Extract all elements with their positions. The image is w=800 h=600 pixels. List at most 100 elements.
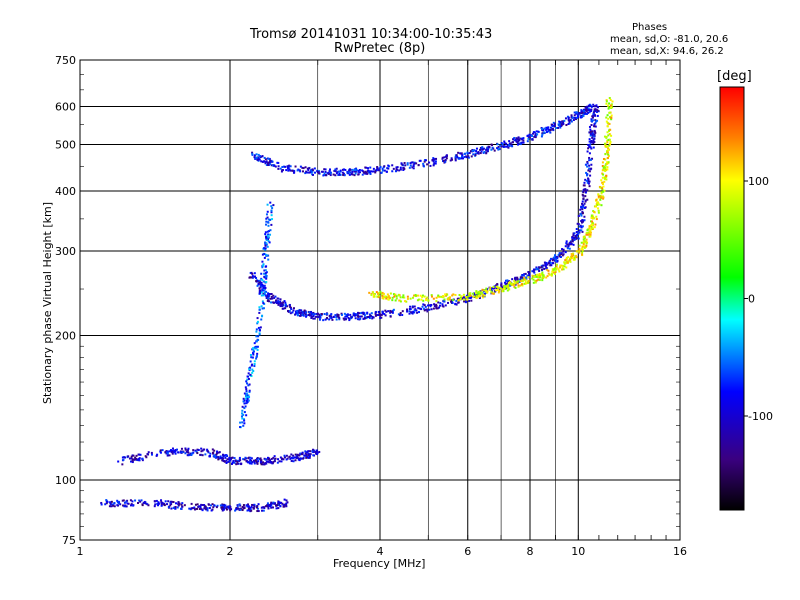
scatter-point <box>308 311 311 314</box>
scatter-point <box>412 167 415 170</box>
scatter-point <box>560 264 563 267</box>
scatter-point <box>211 503 214 506</box>
scatter-point <box>296 453 299 456</box>
scatter-point <box>606 121 609 124</box>
scatter-point <box>521 137 524 140</box>
scatter-point <box>245 392 248 395</box>
scatter-point <box>288 304 291 307</box>
scatter-point <box>479 294 482 297</box>
scatter-point <box>596 119 599 122</box>
scatter-point <box>190 454 193 457</box>
scatter-point <box>142 501 145 504</box>
scatter-point <box>159 449 162 452</box>
scatter-point <box>517 285 520 288</box>
scatter-point <box>181 451 184 454</box>
scatter-point <box>406 162 409 165</box>
scatter-point <box>450 299 453 302</box>
scatter-point <box>296 310 299 313</box>
scatter-point <box>536 133 539 136</box>
scatter-point <box>547 130 550 133</box>
scatter-point <box>357 170 360 173</box>
scatter-point <box>528 272 531 275</box>
scatter-point <box>323 172 326 175</box>
scatter-point <box>457 299 460 302</box>
scatter-point <box>558 120 561 123</box>
scatter-point <box>349 168 352 171</box>
scatter-point <box>591 130 594 133</box>
scatter-point <box>307 456 310 459</box>
scatter-point <box>272 294 275 297</box>
scatter-point <box>532 132 535 135</box>
scatter-point <box>518 278 521 281</box>
scatter-point <box>283 454 286 457</box>
scatter-point <box>470 299 473 302</box>
scatter-point <box>236 460 239 463</box>
scatter-point <box>567 122 570 125</box>
scatter-point <box>549 126 552 129</box>
scatter-point <box>313 171 316 174</box>
scatter-point <box>424 159 427 162</box>
scatter-point <box>381 312 384 315</box>
scatter-point <box>597 211 600 214</box>
scatter-point <box>371 170 374 173</box>
scatter-point <box>570 115 573 118</box>
scatter-point <box>248 462 251 465</box>
scatter-point <box>257 159 260 162</box>
scatter-point <box>269 201 272 204</box>
scatter-point <box>465 296 468 299</box>
scatter-point <box>570 253 573 256</box>
scatter-point <box>399 300 402 303</box>
scatter-point <box>371 291 374 294</box>
scatter-point <box>589 235 592 238</box>
scatter-point <box>583 245 586 248</box>
scatter-point <box>560 122 563 125</box>
scatter-point <box>551 268 554 271</box>
scatter-point <box>252 506 255 509</box>
scatter-point <box>132 504 135 507</box>
scatter-point <box>475 290 478 293</box>
scatter-point <box>413 162 416 165</box>
scatter-point <box>244 397 247 400</box>
scatter-point <box>607 161 610 164</box>
scatter-point <box>170 500 173 503</box>
scatter-point <box>292 309 295 312</box>
scatter-point <box>249 461 252 464</box>
scatter-point <box>531 270 534 273</box>
scatter-point <box>608 144 611 147</box>
scatter-point <box>159 450 162 453</box>
scatter-point <box>348 171 351 174</box>
scatter-point <box>444 304 447 307</box>
scatter-point <box>581 221 584 224</box>
colorbar <box>719 86 745 511</box>
scatter-point <box>511 145 514 148</box>
scatter-point <box>242 400 245 403</box>
scatter-point <box>100 503 103 506</box>
scatter-point <box>507 143 510 146</box>
scatter-point <box>412 164 415 167</box>
scatter-point <box>376 166 379 169</box>
scatter-point <box>247 503 250 506</box>
scatter-point <box>222 454 225 457</box>
scatter-point <box>165 452 168 455</box>
scatter-point <box>590 163 593 166</box>
scatter-point <box>604 177 607 180</box>
scatter-point <box>473 149 476 152</box>
scatter-point <box>374 312 377 315</box>
scatter-point <box>454 159 457 162</box>
scatter-point <box>274 295 277 298</box>
scatter-point <box>135 457 138 460</box>
scatter-point <box>459 152 462 155</box>
scatter-point <box>581 230 584 233</box>
scatter-point <box>201 454 204 457</box>
scatter-point <box>121 499 124 502</box>
scatter-point <box>381 310 384 313</box>
scatter-point <box>324 174 327 177</box>
scatter-point <box>123 501 126 504</box>
scatter-point <box>590 167 593 170</box>
scatter-point <box>522 137 525 140</box>
scatter-point <box>495 287 498 290</box>
scatter-point <box>399 312 402 315</box>
scatter-point <box>415 309 418 312</box>
scatter-point <box>317 169 320 172</box>
scatter-point <box>228 460 231 463</box>
